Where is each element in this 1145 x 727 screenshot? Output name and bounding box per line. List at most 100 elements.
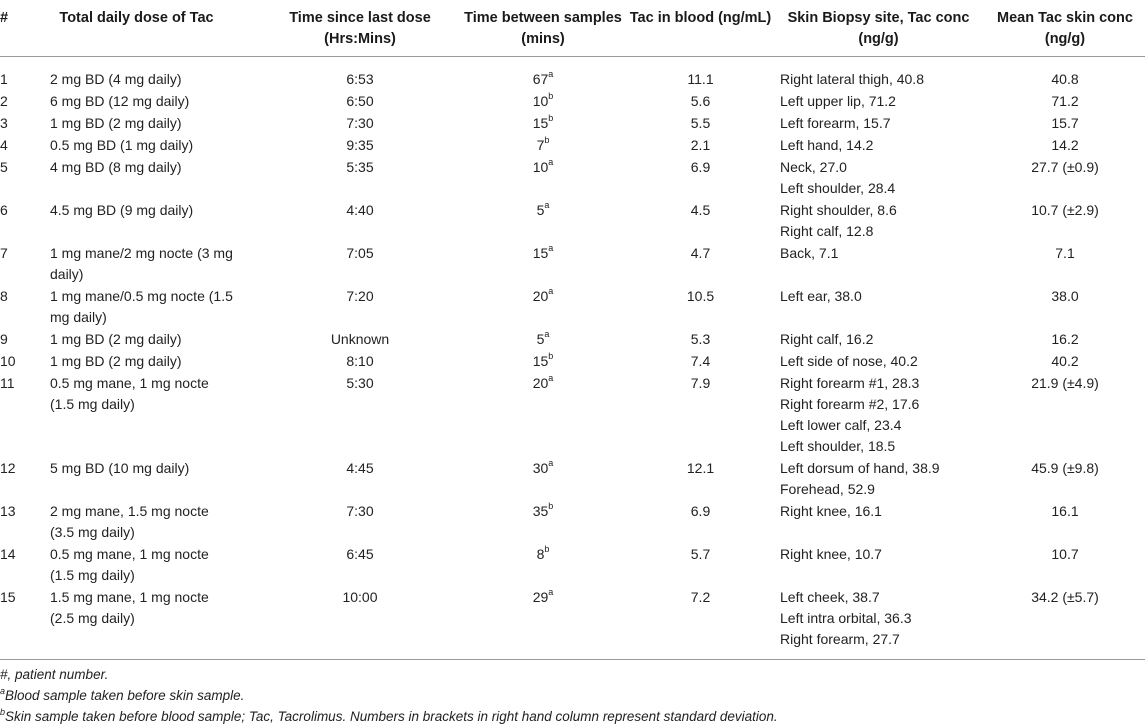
cell-time-between-samples: 15b: [457, 112, 629, 134]
time-between-value: 10: [532, 159, 549, 175]
footnote-b-text: Skin sample taken before blood sample; T…: [5, 709, 778, 724]
cell-time-since-last-dose: 7:20: [346, 288, 374, 304]
cell-skin-biopsy-sites: Left ear, 38.0: [772, 285, 985, 328]
sample-order-marker: a: [548, 458, 554, 469]
cell-skin-biopsy-sites: Right shoulder, 8.6 Right calf, 12.8: [772, 199, 985, 242]
biopsy-site-entry: Right knee, 16.1: [780, 503, 882, 519]
cell-patient-number: 5: [0, 159, 8, 175]
biopsy-site-entry: Left ear, 38.0: [780, 288, 862, 304]
biopsy-site-entry: Left intra orbital, 36.3: [780, 610, 912, 626]
cell-total-daily-dose: 2 mg BD (4 mg daily): [50, 71, 182, 87]
cell-patient-number: 4: [0, 137, 8, 153]
cell-tac-in-blood: 7.9: [690, 375, 711, 391]
time-between-value: 10: [532, 93, 549, 109]
table-row: 14 0.5 mg mane, 1 mg nocte (1.5 mg daily)…: [0, 543, 1145, 586]
cell-patient-number: 1: [0, 71, 8, 87]
cell-mean-tac-skin-conc: 10.7 (±2.9): [1031, 202, 1099, 218]
cell-mean-tac-skin-conc: 16.1: [1051, 503, 1079, 519]
cell-skin-biopsy-sites: Left forearm, 15.7: [772, 112, 985, 134]
cell-time-between-samples: 7b: [457, 134, 629, 156]
time-between-value: 8: [536, 546, 545, 562]
cell-tac-in-blood: 11.1: [687, 71, 714, 87]
table-row: 11 0.5 mg mane, 1 mg nocte (1.5 mg daily)…: [0, 372, 1145, 457]
cell-mean-tac-skin-conc: 45.9 (±9.8): [1031, 460, 1099, 476]
table-row: 9 1 mg BD (2 mg daily) Unknown 5a 5.3 Right c…: [0, 328, 1145, 350]
cell-time-since-last-dose: 7:30: [346, 115, 374, 131]
time-between-value: 35: [532, 503, 549, 519]
table-row: 10 1 mg BD (2 mg daily) 8:10 15b 7.4 Left sid…: [0, 350, 1145, 372]
cell-tac-in-blood: 7.4: [690, 353, 711, 369]
cell-mean-tac-skin-conc: 27.7 (±0.9): [1031, 159, 1099, 175]
footnote-b: bSkin sample taken before blood sample; …: [0, 706, 1145, 727]
cell-time-between-samples: 5a: [457, 199, 629, 242]
time-between-value: 29: [532, 589, 549, 605]
time-between-value: 5: [536, 202, 545, 218]
table-row: 13 2 mg mane, 1.5 mg nocte (3.5 mg daily)…: [0, 500, 1145, 543]
cell-total-daily-dose: 1 mg mane/0.5 mg nocte (1.5 mg daily): [50, 288, 233, 325]
cell-tac-in-blood: 6.9: [690, 159, 711, 175]
table-row: 3 1 mg BD (2 mg daily) 7:30 15b 5.5 Left fore…: [0, 112, 1145, 134]
cell-mean-tac-skin-conc: 21.9 (±4.9): [1031, 375, 1099, 391]
cell-time-since-last-dose: 8:10: [346, 353, 374, 369]
cell-time-between-samples: 15b: [457, 350, 629, 372]
table-row: 4 0.5 mg BD (1 mg daily) 9:35 7b 2.1 Left han…: [0, 134, 1145, 156]
cell-time-between-samples: 10a: [457, 156, 629, 199]
cell-patient-number: 6: [0, 202, 8, 218]
cell-time-between-samples: 5a: [457, 328, 629, 350]
cell-total-daily-dose: 5 mg BD (10 mg daily): [50, 460, 190, 476]
sample-order-marker: b: [544, 544, 550, 555]
footnote-a-text: Blood sample taken before skin sample.: [5, 688, 245, 703]
cell-tac-in-blood: 5.3: [690, 331, 711, 347]
cell-time-since-last-dose: Unknown: [330, 331, 390, 347]
cell-tac-in-blood: 4.5: [690, 202, 711, 218]
time-between-value: 30: [532, 460, 549, 476]
footnote-a: aBlood sample taken before skin sample.: [0, 685, 1145, 706]
biopsy-site-entry: Left shoulder, 18.5: [780, 438, 896, 454]
header-patient-number: #: [0, 0, 50, 57]
cell-mean-tac-skin-conc: 40.8: [1051, 71, 1079, 87]
biopsy-site-entry: Neck, 27.0: [780, 159, 847, 175]
cell-skin-biopsy-sites: Right knee, 10.7: [772, 543, 985, 586]
time-between-value: 15: [532, 353, 549, 369]
cell-time-between-samples: 10b: [457, 90, 629, 112]
cell-tac-in-blood: 7.2: [690, 589, 711, 605]
table-row: 6 4.5 mg BD (9 mg daily) 4:40 5a 4.5 Right sh…: [0, 199, 1145, 242]
cell-skin-biopsy-sites: Right calf, 16.2: [772, 328, 985, 350]
cell-time-since-last-dose: 6:50: [346, 93, 374, 109]
cell-mean-tac-skin-conc: 16.2: [1051, 331, 1079, 347]
cell-patient-number: 10: [0, 353, 16, 369]
sample-order-marker: a: [548, 157, 554, 168]
cell-time-since-last-dose: 6:45: [346, 546, 374, 562]
table-row: 5 4 mg BD (8 mg daily) 5:35 10a 6.9 Neck, 27.…: [0, 156, 1145, 199]
cell-skin-biopsy-sites: Back, 7.1: [772, 242, 985, 285]
sample-order-marker: a: [544, 200, 550, 211]
header-skin-biopsy-site: Skin Biopsy site, Tac conc (ng/g): [772, 0, 985, 57]
cell-time-since-last-dose: 6:53: [346, 71, 374, 87]
cell-time-between-samples: 20a: [457, 285, 629, 328]
biopsy-site-entry: Right lateral thigh, 40.8: [780, 71, 924, 87]
cell-patient-number: 12: [0, 460, 16, 476]
cell-time-since-last-dose: 4:40: [346, 202, 374, 218]
cell-skin-biopsy-sites: Right forearm #1, 28.3 Right forearm #2, …: [772, 372, 985, 457]
sample-order-marker: b: [548, 91, 554, 102]
biopsy-site-entry: Right forearm, 27.7: [780, 631, 900, 647]
biopsy-site-entry: Left lower calf, 23.4: [780, 417, 902, 433]
cell-total-daily-dose: 0.5 mg mane, 1 mg nocte (1.5 mg daily): [50, 375, 209, 412]
cell-time-between-samples: 30a: [457, 457, 629, 500]
cell-skin-biopsy-sites: Right lateral thigh, 40.8: [772, 57, 985, 91]
cell-tac-in-blood: 10.5: [686, 288, 715, 304]
header-mean-tac-skin-conc: Mean Tac skin conc (ng/g): [985, 0, 1145, 57]
cell-total-daily-dose: 2 mg mane, 1.5 mg nocte (3.5 mg daily): [50, 503, 209, 540]
sample-order-marker: a: [548, 69, 554, 80]
cell-tac-in-blood: 6.9: [690, 503, 711, 519]
sample-order-marker: b: [544, 135, 550, 146]
sample-order-marker: b: [548, 113, 554, 124]
biopsy-site-entry: Right shoulder, 8.6: [780, 202, 897, 218]
cell-time-between-samples: 15a: [457, 242, 629, 285]
sample-order-marker: a: [548, 587, 554, 598]
tacrolimus-data-table: # Total daily dose of Tac Time since las…: [0, 0, 1145, 660]
sample-order-marker: b: [548, 351, 554, 362]
cell-tac-in-blood: 4.7: [690, 245, 711, 261]
cell-total-daily-dose: 1 mg BD (2 mg daily): [50, 331, 182, 347]
